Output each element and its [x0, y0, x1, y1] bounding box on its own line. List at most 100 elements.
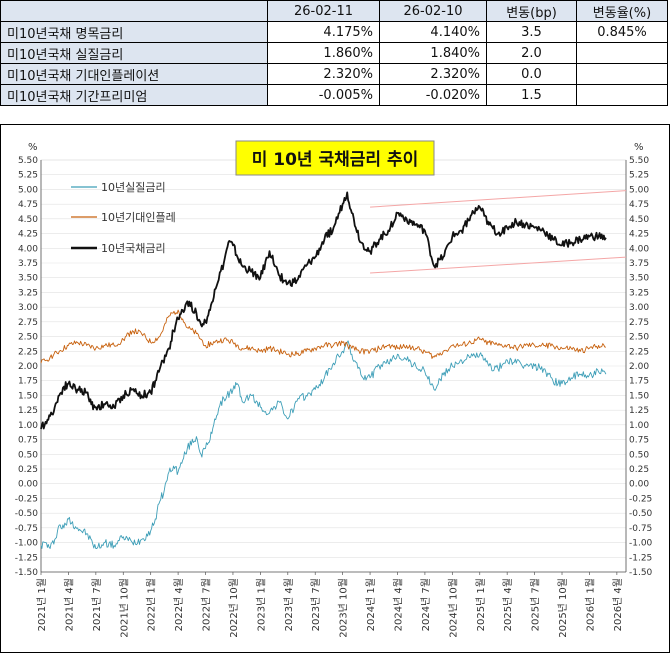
y-tick-label-right: 0.00 [629, 480, 649, 490]
y-tick-label-left: 3.75 [18, 259, 38, 269]
rates-table: 26-02-11 26-02-10 변동(bp) 변동율(%) 미10년국채 명… [0, 0, 668, 106]
series-line-real [40, 340, 607, 549]
row-label: 미10년국채 명목금리 [0, 21, 268, 43]
cell-value: 1.860% [267, 42, 380, 64]
table-row: 미10년국채 실질금리 1.860% 1.840% 2.0 [0, 42, 668, 64]
table-row: 미10년국채 명목금리 4.175% 4.140% 3.5 0.845% [0, 21, 668, 43]
x-tick-label: 2022년 10월 [228, 578, 240, 638]
x-tick-label: 2025년 7월 [530, 578, 542, 631]
y-tick-label-left: -0.25 [15, 494, 38, 504]
trend-channel-line [370, 256, 627, 274]
y-tick-label-right: 4.75 [629, 200, 649, 210]
y-tick-label-left: 5.00 [18, 185, 38, 195]
cell-value: -0.005% [267, 84, 380, 106]
x-tick-label: 2022년 4월 [173, 578, 185, 631]
y-tick-label-right: -0.50 [629, 509, 653, 519]
x-tick-label: 2022년 1월 [146, 578, 158, 631]
x-tick-label: 2023년 10월 [338, 578, 350, 638]
y-tick-label-left: -0.75 [15, 524, 38, 534]
x-tick-label: 2026년 4월 [612, 578, 624, 631]
y-tick-label-left: 3.50 [18, 274, 38, 284]
y-tick-label-right: 3.00 [629, 303, 649, 313]
y-tick-label-left: -1.00 [15, 539, 39, 549]
y-tick-label-right: 5.00 [629, 185, 649, 195]
chart-title: 미 10년 국채금리 추이 [235, 140, 435, 176]
y-tick-label-left: 1.75 [18, 377, 38, 387]
table-header-cell: 26-02-11 [267, 0, 380, 22]
y-tick-label-left: 2.00 [18, 362, 38, 372]
y-tick-label-left: 2.50 [18, 333, 38, 343]
chart-title-background [235, 140, 435, 176]
y-tick-label-left: 0.25 [18, 465, 38, 475]
table-row: 미10년국채 기간프리미엄 -0.005% -0.020% 1.5 [0, 84, 668, 106]
x-tick-label: 2024년 1월 [365, 578, 377, 631]
y-tick-label-left: 3.25 [18, 288, 38, 298]
y-tick-label-right: 1.00 [629, 421, 649, 431]
cell-value: 4.140% [379, 21, 487, 43]
x-tick-label: 2025년 4월 [502, 578, 514, 631]
x-tick-label: 2021년 10월 [118, 578, 130, 638]
y-tick-label-right: 0.50 [629, 450, 649, 460]
y-tick-label-right: 2.00 [629, 362, 649, 372]
y-tick-label-right: -0.25 [629, 494, 652, 504]
row-label: 미10년국채 실질금리 [0, 42, 268, 64]
series-line-inflation [40, 309, 606, 364]
y-tick-label-right: 2.50 [629, 333, 649, 343]
chart-title-text: 미 10년 국채금리 추이 [252, 150, 419, 170]
y-tick-label-right: 1.25 [629, 406, 649, 416]
y-tick-label-right: 2.75 [629, 318, 649, 328]
x-tick-label: 2024년 7월 [420, 578, 432, 631]
row-label: 미10년국채 기대인플레이션 [0, 63, 268, 85]
y-tick-label-left: 2.75 [18, 318, 38, 328]
left-unit-label: % [28, 142, 38, 153]
y-tick-label-left: 3.00 [18, 303, 38, 313]
x-tick-label: 2024년 10월 [447, 578, 459, 638]
cell-value: 4.175% [267, 21, 380, 43]
y-tick-label-left: 1.25 [18, 406, 38, 416]
x-tick-label: 2026년 1월 [584, 578, 596, 631]
y-tick-label-left: -0.50 [15, 509, 39, 519]
y-tick-label-left: 5.25 [18, 171, 38, 181]
table-header-cell [0, 0, 268, 22]
legend-label-nominal: 10년국채금리 [101, 242, 166, 255]
cell-value: -0.020% [379, 84, 487, 106]
y-tick-label-right: 4.00 [629, 244, 649, 254]
y-tick-label-right: 4.50 [629, 215, 649, 225]
cell-value [576, 84, 668, 106]
y-tick-label-right: 3.25 [629, 288, 649, 298]
x-tick-label: 2023년 4월 [283, 578, 295, 631]
y-tick-label-left: 1.00 [18, 421, 38, 431]
y-tick-label-left: 0.00 [18, 480, 38, 490]
y-tick-label-right: -1.00 [629, 539, 653, 549]
x-tick-label: 2021년 4월 [63, 578, 75, 631]
y-tick-label-left: -1.50 [15, 568, 39, 578]
y-tick-label-left: 4.50 [18, 215, 38, 225]
x-tick-label: 2021년 1월 [36, 578, 48, 631]
right-unit-label: % [634, 142, 644, 153]
x-tick-label: 2024년 4월 [392, 578, 404, 631]
x-tick-label: 2025년 10월 [557, 578, 569, 638]
x-tick-label: 2023년 7월 [310, 578, 322, 631]
series-lines [40, 191, 607, 549]
legend: 10년실질금리 10년기대인플레 10년국채금리 [71, 181, 176, 255]
y-tick-label-right: 3.75 [629, 259, 649, 269]
x-tick-label: 2025년 1월 [475, 578, 487, 631]
table-header-row: 26-02-11 26-02-10 변동(bp) 변동율(%) [0, 0, 668, 22]
tick-labels: 5.50 5.50 5.25 5.25 5.00 5.00 4.75 4.75 4.50 4.50… [15, 156, 653, 638]
trend-channel [370, 190, 627, 274]
y-tick-label-right: -1.25 [629, 553, 652, 563]
row-label: 미10년국채 기간프리미엄 [0, 84, 268, 106]
y-tick-label-right: 2.25 [629, 347, 649, 357]
x-tick-label: 2022년 7월 [201, 578, 213, 631]
cell-value: 0.845% [576, 21, 668, 43]
series-line-nominal [40, 191, 607, 430]
y-tick-label-right: 0.25 [629, 465, 649, 475]
y-tick-label-left: 4.25 [18, 230, 38, 240]
y-tick-label-left: 4.00 [18, 244, 38, 254]
y-tick-label-right: -1.50 [629, 568, 653, 578]
y-tick-label-left: -1.25 [15, 553, 38, 563]
chart-frame [0, 124, 670, 653]
y-tick-label-left: 0.50 [18, 450, 38, 460]
y-tick-label-left: 1.50 [18, 391, 38, 401]
